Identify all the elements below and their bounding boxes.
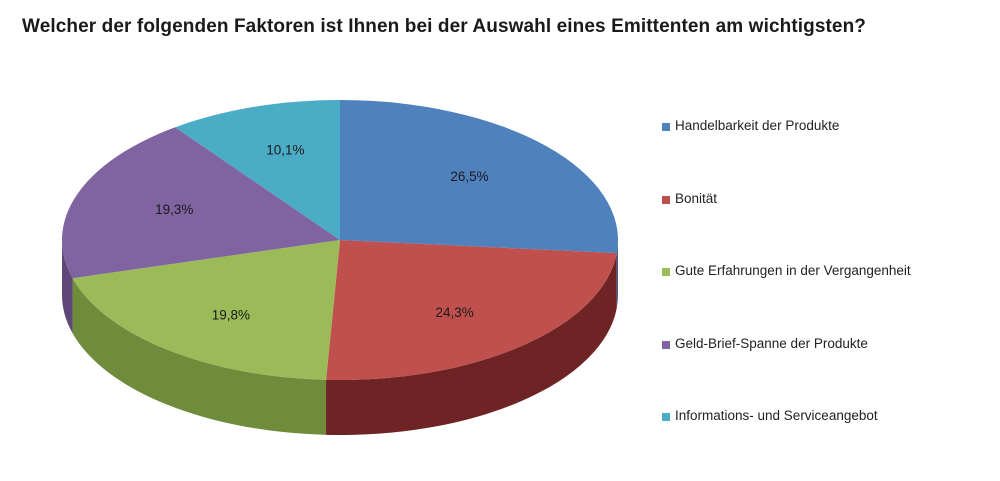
pie-side-gute-erfahrungen-in-der-vergangenheit <box>72 278 327 435</box>
pie-slice-bonit-t <box>326 240 617 380</box>
pie-slice-handelbarkeit-der-produkte <box>340 100 618 254</box>
legend-item: Handelbarkeit der Produkte <box>662 118 911 191</box>
pie-side-geld-brief-spanne-der-produkte <box>62 240 73 334</box>
pie-label-layer: 26,5% 24,3% 19,8% 19,3% 10,1% <box>155 143 489 323</box>
legend-item: Informations- und Serviceangebot <box>662 408 911 481</box>
legend-swatch <box>662 413 670 421</box>
legend-swatch <box>662 340 670 349</box>
pie-data-label: 24,3% <box>435 305 473 320</box>
pie-top-layer <box>62 100 618 380</box>
legend-label: Bonität <box>675 190 718 206</box>
legend-label: Informations- und Serviceangebot <box>675 408 878 423</box>
legend-item: Bonität <box>662 191 911 264</box>
pie-side-bonit-t <box>326 253 617 435</box>
pie-slice-geld-brief-spanne-der-produkte <box>62 127 341 279</box>
pie-data-label: 26,5% <box>450 169 488 184</box>
pie-slice-informations-und-serviceangebot <box>175 100 340 240</box>
legend-label: Geld-Brief-Spanne der Produkte <box>675 335 868 351</box>
legend-item: Geld-Brief-Spanne der Produkte <box>662 336 911 409</box>
pie-side-layer <box>62 240 618 435</box>
legend: Handelbarkeit der Produkte Bonität Gute … <box>662 118 911 481</box>
pie-chart: 26,5% 24,3% 19,8% 19,3% 10,1% <box>62 100 618 435</box>
pie-slice-gute-erfahrungen-in-der-vergangenheit <box>72 240 340 380</box>
pie-side-handelbarkeit-der-produkte <box>616 240 618 309</box>
legend-item: Gute Erfahrungen in der Vergangenheit <box>662 263 911 336</box>
legend-swatch <box>662 123 670 131</box>
legend-swatch <box>662 268 670 276</box>
chart-title: Welcher der folgenden Faktoren ist Ihnen… <box>22 16 866 37</box>
legend-label: Gute Erfahrungen in der Vergangenheit <box>675 263 911 278</box>
pie-data-label: 19,3% <box>155 202 193 217</box>
pie-data-label: 10,1% <box>266 143 304 158</box>
legend-label: Handelbarkeit der Produkte <box>675 118 840 133</box>
pie-data-label: 19,8% <box>212 307 250 322</box>
legend-swatch <box>662 195 670 204</box>
